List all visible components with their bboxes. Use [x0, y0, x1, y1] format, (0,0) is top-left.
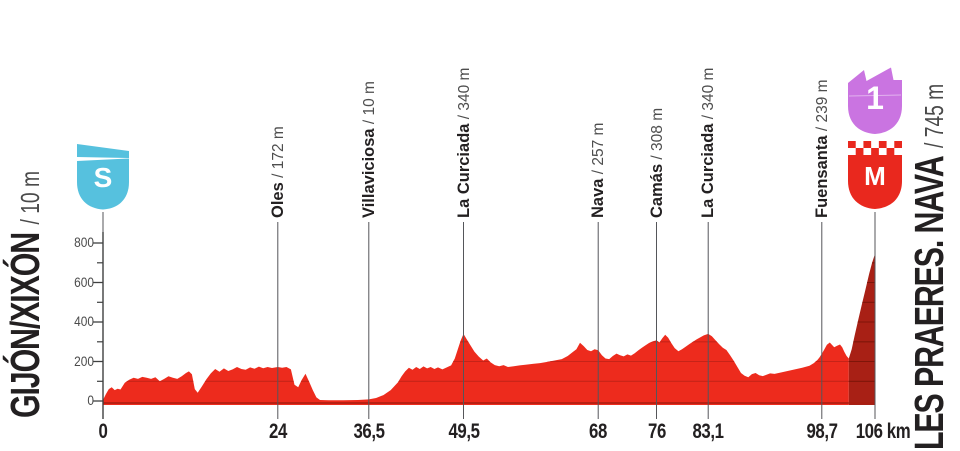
- finish-marker: M: [848, 141, 902, 211]
- start-flag-icon: [77, 144, 129, 210]
- category-1-marker: 1: [848, 66, 902, 136]
- start-title: GIJÓN/XIXÓN / 10 m: [2, 171, 48, 418]
- finish-marker-letter: M: [864, 161, 886, 191]
- start-altitude: / 10 m: [15, 171, 45, 225]
- start-city-name: GIJÓN/XIXÓN: [2, 232, 48, 418]
- finish-title: LES PRAERES. NAVA / 745 m: [906, 84, 952, 450]
- finish-city-name: LES PRAERES. NAVA: [906, 156, 952, 451]
- elevation-profile-area: [103, 333, 849, 405]
- category-1-number: 1: [866, 80, 884, 116]
- finish-altitude: / 745 m: [919, 83, 949, 148]
- category-1-icon: [848, 67, 902, 134]
- final-climb-area: [848, 253, 875, 405]
- start-marker: S: [77, 142, 129, 212]
- start-marker-letter: S: [93, 162, 113, 193]
- finish-checkered-icon: [848, 141, 902, 209]
